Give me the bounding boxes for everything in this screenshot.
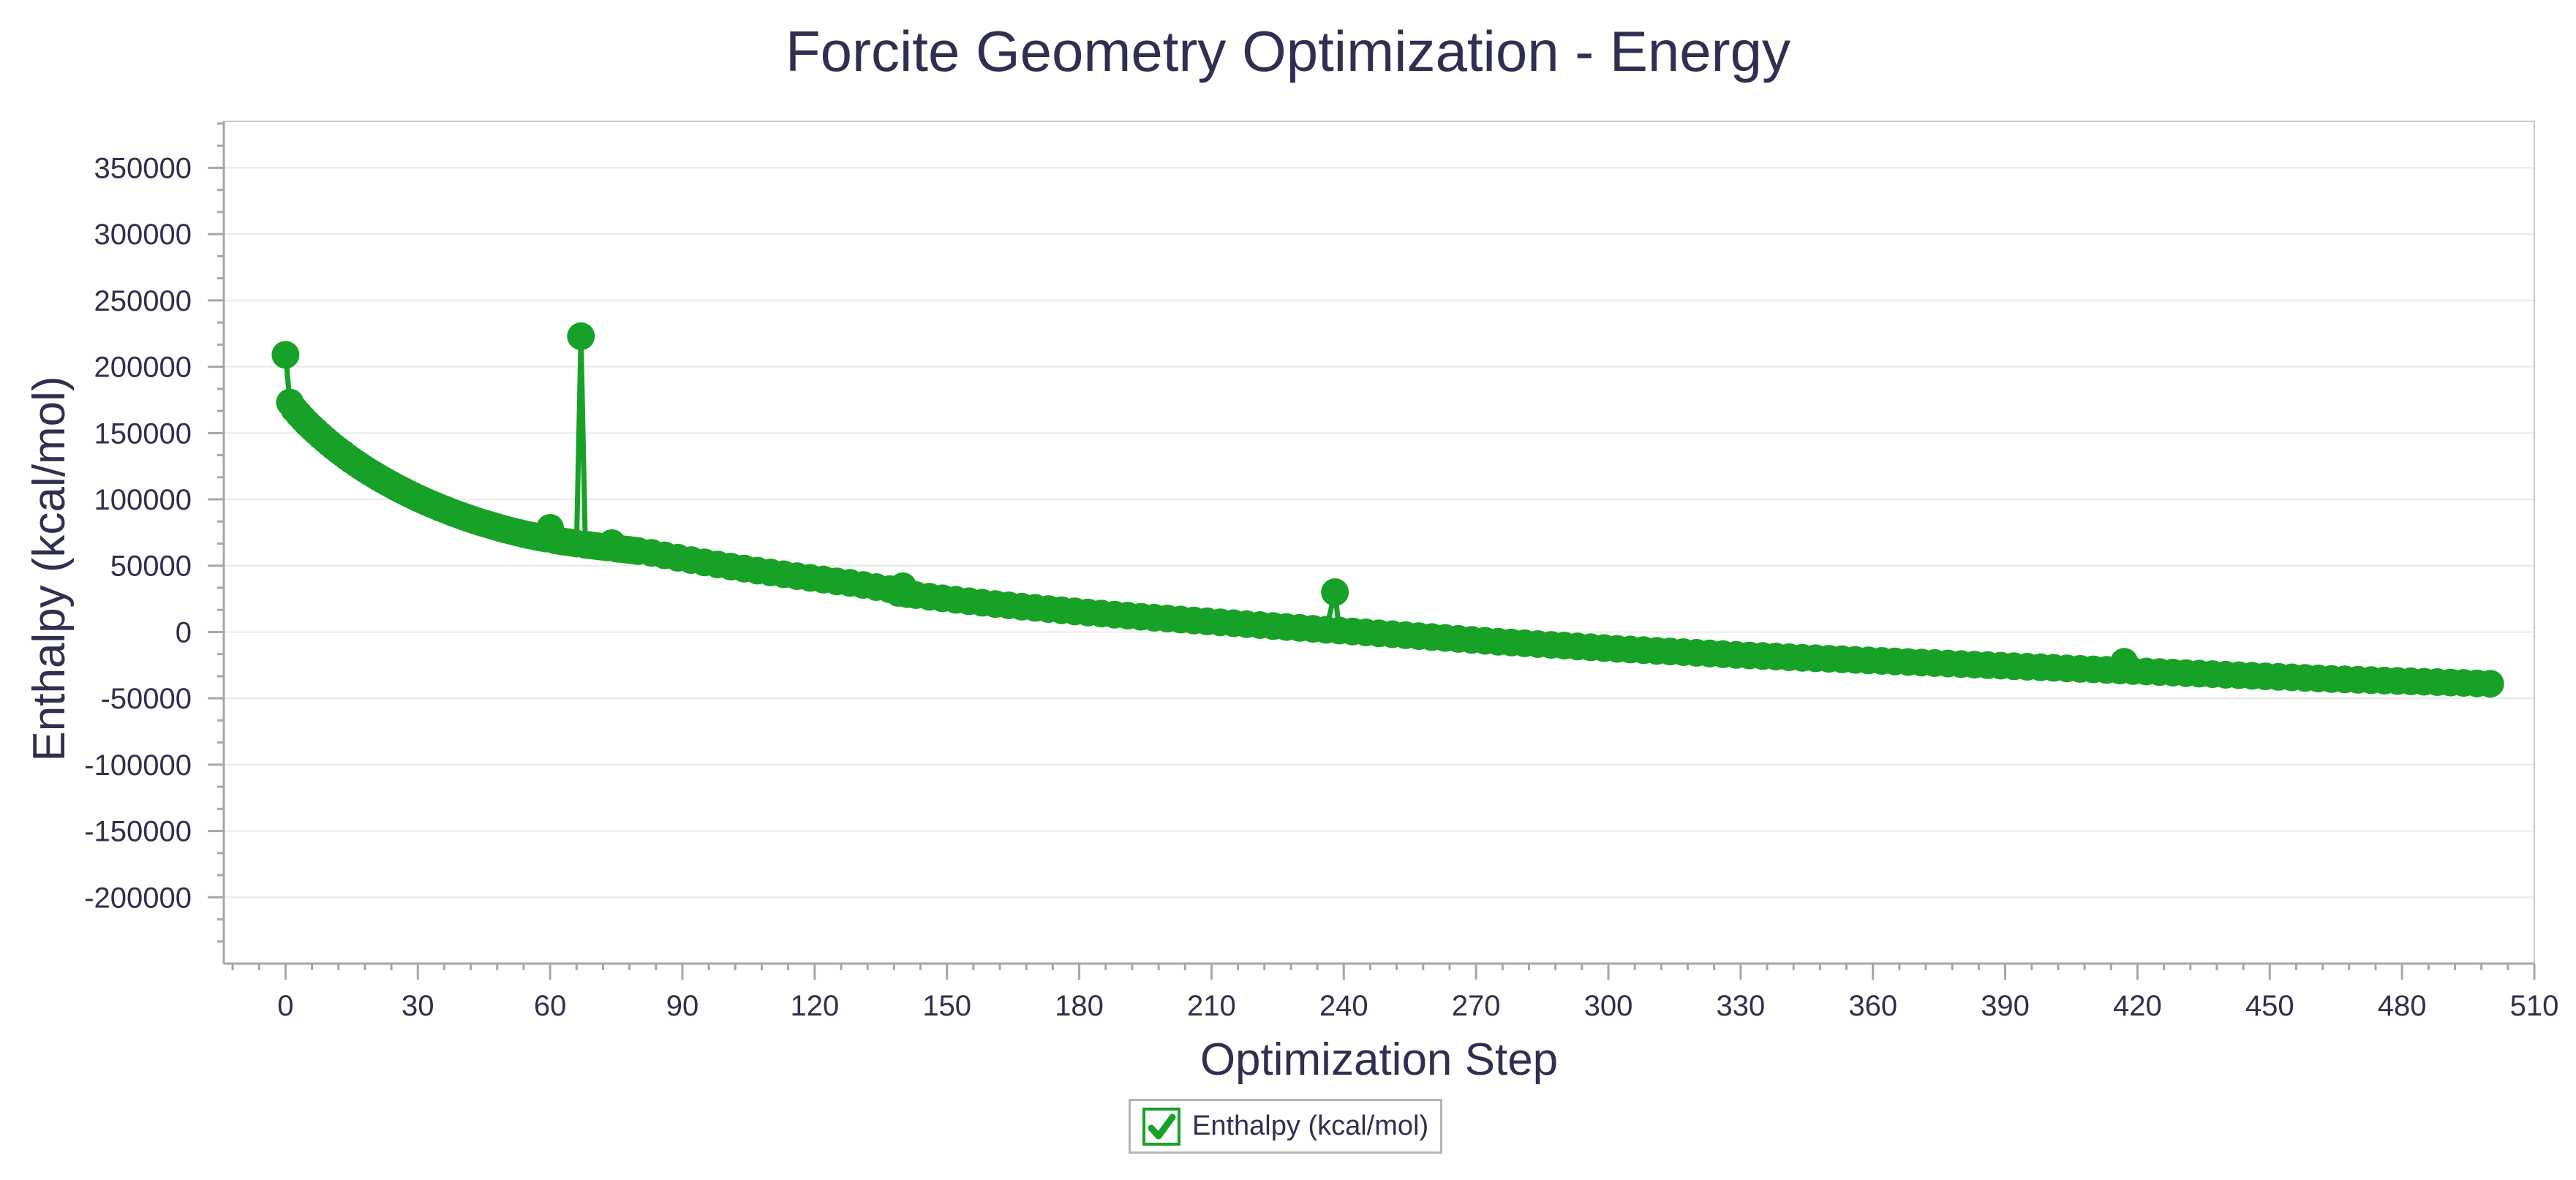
y-axis-title: Enthalpy (kcal/mol) (24, 376, 75, 762)
x-tick-label: 150 (922, 990, 971, 1022)
data-point (2476, 670, 2504, 698)
y-tick-label: 250000 (94, 285, 192, 317)
x-tick-label: 120 (790, 990, 839, 1022)
x-axis-ticks (231, 964, 2536, 980)
data-point (271, 341, 300, 369)
y-tick-label: 300000 (94, 219, 192, 251)
legend-item-label: Enthalpy (kcal/mol) (1192, 1111, 1429, 1141)
enthalpy-series (271, 322, 2504, 698)
plot-border (222, 121, 2535, 965)
y-tick-label: -200000 (84, 882, 192, 914)
x-tick-label: 210 (1187, 990, 1236, 1022)
y-axis-tick-labels: 350000 300000 250000 200000 150000 100000 5000… (84, 152, 192, 914)
x-tick-label: 0 (277, 990, 293, 1022)
y-tick-label: 100000 (94, 484, 192, 516)
x-tick-label: 330 (1716, 990, 1765, 1022)
y-tick-label: 150000 (94, 417, 192, 450)
x-axis-tick-labels: 0 30 60 90 120 150 180 210 240 270 300 330 360 390 420… (277, 990, 2558, 1022)
y-tick-label: 200000 (94, 352, 192, 384)
x-tick-label: 480 (2378, 990, 2427, 1022)
x-tick-label: 240 (1319, 990, 1368, 1022)
y-tick-label: -150000 (84, 816, 192, 848)
y-tick-label: 350000 (94, 152, 192, 184)
x-tick-label: 360 (1848, 990, 1897, 1022)
chart-title: Forcite Geometry Optimization - Energy (785, 19, 1791, 83)
y-axis-ticks (208, 122, 224, 943)
legend[interactable]: Enthalpy (kcal/mol) (1129, 1099, 1443, 1154)
data-point (567, 322, 595, 350)
x-tick-label: 510 (2510, 990, 2559, 1022)
x-tick-label: 270 (1452, 990, 1501, 1022)
x-tick-label: 420 (2113, 990, 2162, 1022)
x-tick-label: 90 (666, 990, 699, 1022)
x-axis-title: Optimization Step (1200, 1035, 1559, 1085)
x-tick-label: 180 (1055, 990, 1104, 1022)
y-tick-label: 50000 (110, 551, 192, 583)
x-tick-label: 450 (2245, 990, 2294, 1022)
y-tick-label: -100000 (84, 749, 192, 782)
x-tick-label: 60 (534, 990, 567, 1022)
x-tick-label: 30 (402, 990, 434, 1022)
x-tick-label: 300 (1584, 990, 1633, 1022)
y-tick-label: 0 (176, 616, 192, 648)
data-point (1321, 578, 1349, 606)
gridlines (224, 167, 2534, 899)
y-tick-label: -50000 (100, 683, 192, 715)
legend-checkbox-enthalpy[interactable] (1142, 1107, 1180, 1146)
checkmark-icon (1148, 1113, 1176, 1139)
x-tick-label: 390 (1981, 990, 2030, 1022)
